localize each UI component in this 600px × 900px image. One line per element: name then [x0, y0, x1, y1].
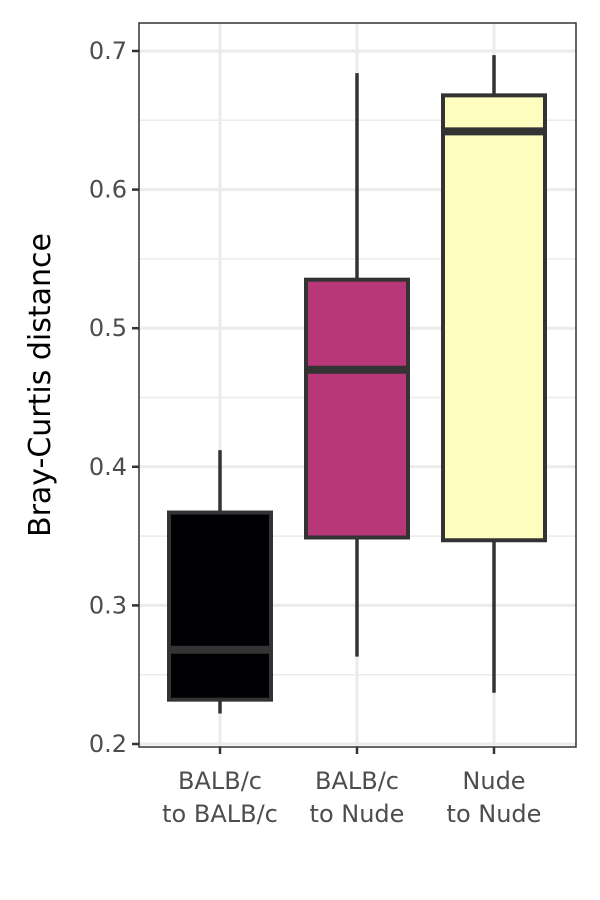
y-axis-title: Bray-Curtis distance: [23, 233, 58, 537]
y-tick-label: 0.2: [89, 730, 127, 758]
box-body: [167, 510, 273, 702]
boxes: [167, 55, 547, 714]
y-tick-label: 0.3: [89, 591, 127, 619]
box-group: [167, 450, 273, 714]
y-axis-ticks: 0.2 0.3 0.4 0.5 0.6 0.7: [89, 37, 139, 758]
x-tick-label: to Nude: [447, 800, 542, 828]
x-tick-label: to Nude: [310, 800, 405, 828]
box-group: [304, 73, 410, 657]
x-tick-label: Nude: [462, 767, 525, 795]
x-tick-label: to BALB/c: [162, 800, 278, 828]
box-group: [441, 55, 547, 693]
y-tick-label: 0.5: [89, 314, 127, 342]
y-tick-label: 0.6: [89, 176, 127, 204]
y-tick-label: 0.7: [89, 37, 127, 65]
box-body: [441, 93, 547, 543]
box-body: [304, 277, 410, 540]
x-tick-label: BALB/c: [178, 767, 262, 795]
x-tick-label: BALB/c: [315, 767, 399, 795]
y-tick-label: 0.4: [89, 453, 127, 481]
x-axis-ticks: BALB/c to BALB/c BALB/c to Nude Nude to Nude: [162, 747, 541, 828]
